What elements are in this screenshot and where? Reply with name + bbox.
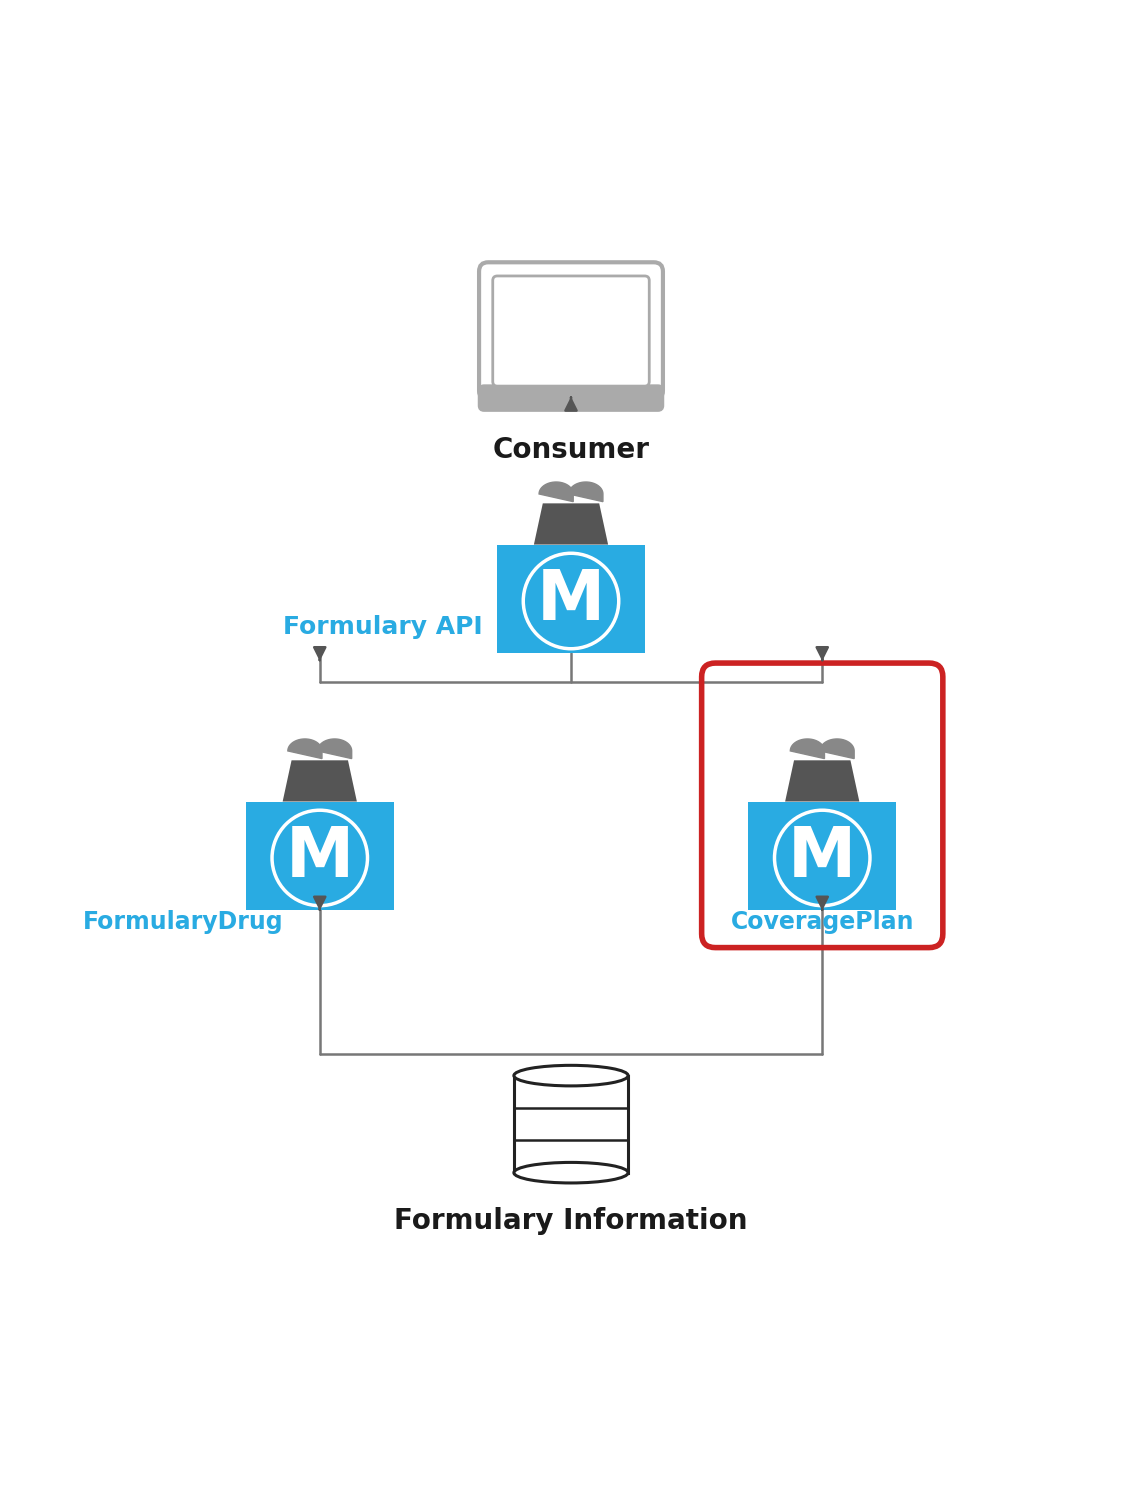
Ellipse shape [272, 810, 368, 905]
Bar [514, 1140, 628, 1173]
Ellipse shape [514, 1065, 628, 1086]
Polygon shape [820, 739, 854, 759]
Bar [514, 1108, 628, 1140]
Text: M: M [286, 824, 354, 892]
Ellipse shape [523, 553, 619, 649]
Bar [514, 1075, 628, 1108]
FancyBboxPatch shape [480, 262, 662, 399]
Polygon shape [317, 739, 352, 759]
Polygon shape [790, 739, 825, 759]
FancyBboxPatch shape [480, 386, 662, 410]
Text: FormularyDrug: FormularyDrug [82, 910, 283, 934]
Text: M: M [537, 568, 605, 634]
Polygon shape [786, 761, 859, 801]
FancyBboxPatch shape [246, 801, 394, 910]
Ellipse shape [774, 810, 870, 905]
Text: M: M [788, 824, 856, 892]
Polygon shape [539, 482, 573, 501]
Polygon shape [533, 503, 608, 545]
Text: Formulary Information: Formulary Information [394, 1208, 748, 1235]
Text: CoveragePlan: CoveragePlan [731, 910, 914, 934]
Text: Consumer: Consumer [492, 437, 650, 464]
Ellipse shape [514, 1163, 628, 1184]
FancyBboxPatch shape [497, 545, 645, 654]
Text: Formulary API: Formulary API [283, 616, 482, 640]
Polygon shape [569, 482, 603, 501]
Polygon shape [283, 761, 356, 801]
FancyBboxPatch shape [492, 276, 650, 386]
Polygon shape [288, 739, 322, 759]
FancyBboxPatch shape [748, 801, 896, 910]
